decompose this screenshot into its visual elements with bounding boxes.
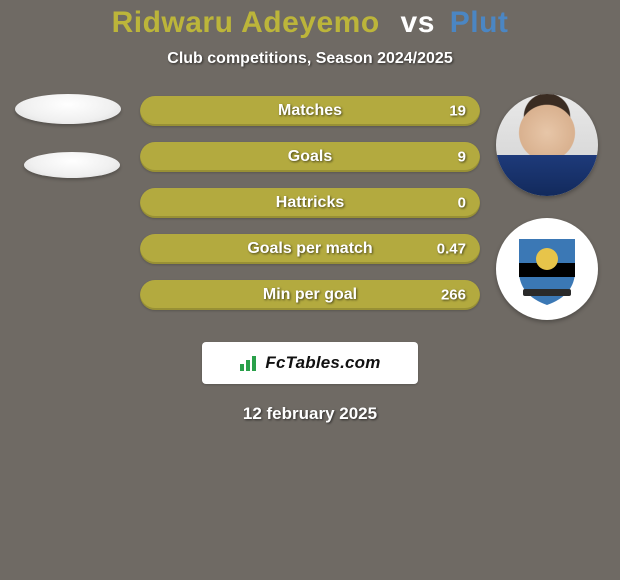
player-b-club-badge [496, 218, 598, 320]
player-a-avatar-placeholder [15, 94, 121, 124]
badge-svg-icon [507, 229, 587, 309]
left-avatar-column [8, 94, 128, 206]
stat-bar-label: Hattricks [276, 194, 344, 212]
brand-label: FcTables.com [265, 353, 380, 373]
club-badge-icon [496, 218, 598, 320]
infographic-root: Ridwaru Adeyemo vs Plut Club competition… [0, 0, 620, 580]
date-label: 12 february 2025 [0, 404, 620, 424]
stat-bar-value: 266 [441, 287, 466, 304]
stat-bar-value: 19 [449, 103, 466, 120]
comparison-area: Matches 19 Goals 9 Hattricks 0 Goals per match… [0, 96, 620, 328]
stat-bar: Goals 9 [140, 142, 480, 172]
title-player-a: Ridwaru Adeyemo [112, 6, 380, 39]
stat-bar: Goals per match 0.47 [140, 234, 480, 264]
stat-bar: Min per goal 266 [140, 280, 480, 310]
stat-bar-label: Goals [288, 148, 332, 166]
player-b-avatar [496, 94, 598, 196]
stat-bars: Matches 19 Goals 9 Hattricks 0 Goals per match… [140, 96, 480, 326]
stat-bar-value: 0.47 [437, 241, 466, 258]
title-connector: vs [401, 6, 435, 39]
player-face-icon [496, 94, 598, 196]
subtitle: Club competitions, Season 2024/2025 [0, 50, 620, 68]
player-a-club-placeholder [24, 152, 120, 178]
brand-box: FcTables.com [202, 342, 418, 384]
stat-bar-value: 9 [458, 149, 466, 166]
stat-bar-value: 0 [458, 195, 466, 212]
right-avatar-column [492, 94, 602, 342]
stat-bar-label: Goals per match [247, 240, 372, 258]
stat-bar: Matches 19 [140, 96, 480, 126]
page-title: Ridwaru Adeyemo vs Plut [0, 6, 620, 40]
brand-bars-icon [239, 354, 259, 372]
title-player-b: Plut [450, 6, 509, 39]
stat-bar-label: Matches [278, 102, 342, 120]
stat-bar: Hattricks 0 [140, 188, 480, 218]
stat-bar-label: Min per goal [263, 286, 357, 304]
